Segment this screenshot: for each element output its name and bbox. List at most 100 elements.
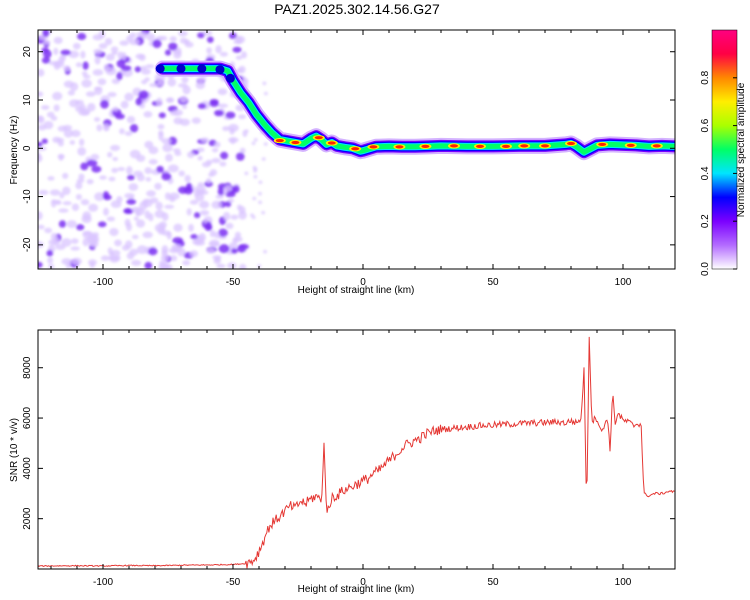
noise-point — [156, 165, 164, 173]
noise-point — [81, 71, 88, 76]
noise-point — [214, 109, 224, 117]
noise-point — [195, 81, 206, 90]
noise-point — [71, 203, 80, 211]
noise-point — [148, 146, 159, 155]
noise-point — [214, 256, 221, 262]
noise-point — [76, 224, 85, 231]
noise-point — [80, 199, 90, 206]
noise-point — [133, 216, 139, 221]
noise-point — [263, 249, 268, 254]
noise-point — [41, 105, 50, 110]
noise-point — [124, 92, 134, 102]
noise-point — [244, 171, 249, 176]
noise-point — [52, 237, 61, 246]
noise-point — [106, 216, 116, 222]
noise-point — [191, 117, 201, 124]
noise-point — [100, 99, 109, 109]
noise-point — [43, 120, 54, 130]
ridge-peak-core — [476, 144, 484, 148]
noise-point — [194, 185, 206, 194]
noise-point — [209, 100, 220, 107]
noise-point — [263, 142, 268, 146]
noise-point — [94, 86, 103, 91]
noise-point — [97, 78, 107, 86]
colorbar-tick-label: 0.4 — [700, 166, 711, 180]
spectrogram-ytick-label: 20 — [22, 46, 33, 58]
noise-point — [214, 141, 221, 148]
noise-point — [181, 76, 189, 84]
spectrogram-xtick-label: -100 — [93, 277, 113, 288]
snr-xtick-label: 0 — [360, 577, 366, 588]
ridge-peak-core — [626, 143, 635, 147]
snr-xtick-label: -50 — [226, 577, 241, 588]
noise-point — [219, 51, 228, 57]
noise-point — [124, 240, 133, 249]
noise-point — [82, 211, 92, 220]
noise-point — [169, 111, 179, 116]
noise-point — [149, 82, 159, 88]
noise-point — [180, 95, 188, 103]
noise-point — [169, 36, 177, 42]
noise-point — [128, 183, 139, 191]
ridge-peak-core — [598, 142, 607, 147]
noise-point — [53, 47, 59, 56]
noise-point — [62, 201, 72, 206]
ridge-node — [155, 64, 165, 74]
noise-point — [69, 99, 80, 108]
noise-point — [225, 222, 234, 230]
noise-point — [69, 140, 76, 145]
noise-point — [146, 190, 156, 197]
noise-point — [215, 194, 224, 199]
noise-point — [63, 129, 74, 138]
spectrogram-frame — [37, 29, 676, 270]
noise-point — [38, 211, 43, 221]
noise-point — [53, 60, 65, 68]
noise-point — [222, 211, 231, 221]
noise-point — [38, 91, 44, 97]
noise-point — [50, 115, 58, 121]
spectrogram-ytick-label: -10 — [22, 189, 33, 204]
noise-point — [96, 124, 103, 132]
noise-point — [98, 43, 108, 50]
noise-point — [182, 85, 191, 95]
noise-point — [136, 31, 148, 37]
noise-point — [205, 178, 212, 184]
noise-point — [211, 200, 222, 209]
ridge-peak-core — [520, 144, 529, 148]
noise-point — [199, 209, 210, 216]
noise-point — [157, 226, 166, 235]
noise-point — [108, 176, 116, 182]
noise-point — [66, 220, 77, 228]
noise-point — [235, 152, 245, 161]
noise-point — [157, 124, 165, 130]
noise-point — [78, 110, 90, 116]
noise-point — [44, 227, 53, 234]
noise-point — [111, 167, 119, 173]
noise-point — [228, 198, 235, 203]
noise-point — [199, 200, 210, 209]
noise-point — [222, 126, 230, 132]
noise-point — [235, 55, 243, 60]
noise-point — [234, 231, 242, 239]
spectrogram-xtick-label: 0 — [360, 277, 366, 288]
noise-point — [192, 238, 201, 246]
noise-point — [231, 248, 238, 254]
noise-point — [86, 178, 94, 185]
noise-point — [103, 207, 109, 216]
snr-frame — [37, 329, 676, 570]
ridge-peak-core — [314, 136, 323, 140]
noise-scatter — [38, 30, 268, 269]
noise-point — [60, 49, 71, 56]
noise-point — [240, 51, 248, 59]
noise-point — [160, 254, 170, 262]
noise-point — [173, 223, 183, 232]
noise-point — [92, 69, 104, 76]
spectrogram-ytick-label: -20 — [22, 237, 33, 252]
noise-point — [58, 220, 67, 228]
noise-point — [218, 228, 228, 237]
noise-point — [187, 151, 195, 158]
noise-point — [170, 255, 178, 262]
noise-point — [38, 261, 43, 268]
noise-point — [215, 45, 222, 54]
